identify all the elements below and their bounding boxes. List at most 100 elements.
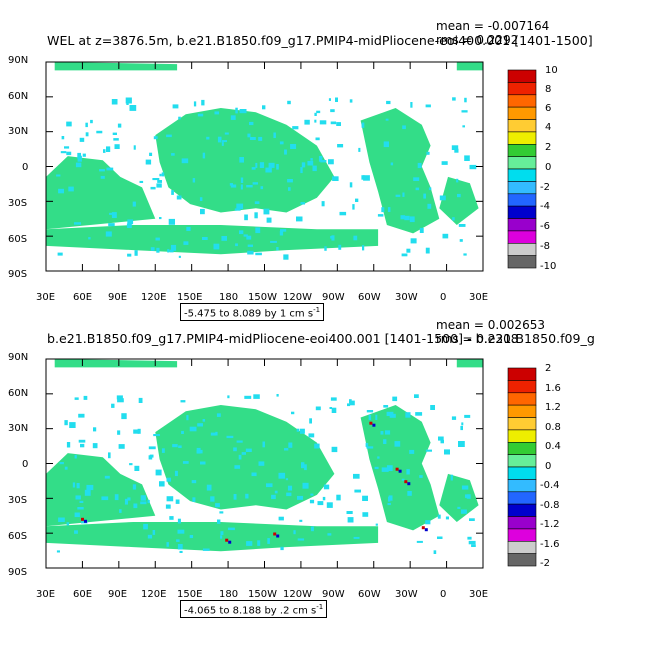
p1-field-cell	[363, 175, 370, 181]
p2-cb-label-2: 1.2	[545, 402, 561, 413]
p2-field-cell	[414, 394, 419, 398]
p2-field-cell	[278, 516, 284, 521]
p2-field-cell	[301, 462, 305, 469]
p1-field-cell	[268, 162, 275, 168]
p1-field-cell	[386, 100, 391, 105]
p1-field-cell	[383, 141, 389, 148]
p2-extreme-cell	[407, 482, 411, 486]
p1-field-cell	[254, 212, 258, 219]
p1-field-cell	[56, 174, 61, 177]
p2-field-cell	[437, 536, 443, 539]
p2-field-cell	[153, 434, 160, 437]
p2-field-cell	[132, 484, 137, 490]
p2-field-cell	[182, 461, 189, 464]
p2-field-cell	[257, 540, 261, 546]
p1-field-cell	[186, 226, 191, 231]
p2-field-cell	[117, 398, 124, 403]
p1-colorbar-swatch	[507, 168, 537, 182]
p1-field-cell	[349, 99, 353, 103]
p1-field-cell	[202, 237, 208, 240]
p2-field-cell	[405, 412, 411, 418]
p2-field-cell	[238, 454, 242, 460]
p1-field-cell	[287, 100, 291, 105]
p2-colorbar-swatch	[507, 479, 537, 493]
p1-field-cell	[441, 161, 448, 165]
p1-field-cell	[246, 185, 253, 188]
p2-ocean-region	[155, 405, 335, 510]
panel1-range-box: -5.475 to 8.089 by 1 cm s-1	[180, 303, 325, 322]
p2-field-cell	[169, 516, 174, 520]
p2-field-cell	[166, 542, 169, 547]
p1-field-cell	[339, 211, 347, 216]
p2-extreme-cell	[84, 519, 87, 523]
p1-field-cell	[66, 121, 72, 127]
p2-field-cell	[140, 495, 146, 501]
p1-field-cell	[249, 121, 254, 126]
p2-field-cell	[354, 489, 361, 493]
p2-field-cell	[437, 514, 441, 519]
p1-field-cell	[155, 237, 160, 241]
p1-field-cell	[129, 105, 137, 111]
p1-colorbar-swatch	[507, 255, 537, 269]
p1-field-cell	[240, 177, 244, 183]
p1-cb-label-2: 6	[545, 103, 552, 114]
p2-field-cell	[233, 447, 237, 452]
p1-field-cell	[82, 153, 86, 157]
p2-field-cell	[177, 544, 183, 550]
p2-field-cell	[79, 500, 84, 503]
p1-field-cell	[330, 121, 337, 125]
p2-field-cell	[296, 428, 300, 432]
p1-field-cell	[265, 167, 272, 173]
p1-field-cell	[202, 152, 206, 159]
p2-field-cell	[200, 461, 206, 465]
panel1-mean: mean = -0.007164	[436, 19, 550, 33]
p1-lon-30e-end: 30E	[469, 292, 489, 303]
p1-cb-label-7: -4	[540, 201, 550, 212]
p1-colorbar-swatch	[507, 82, 537, 96]
p1-field-cell	[157, 180, 162, 183]
p1-field-cell	[213, 243, 220, 250]
p1-field-cell	[401, 253, 408, 257]
p1-field-cell	[247, 250, 254, 255]
p2-field-cell	[74, 530, 78, 534]
p1-field-cell	[229, 183, 233, 186]
p1-field-cell	[170, 244, 177, 251]
p2-field-cell	[444, 449, 450, 455]
p1-field-cell	[117, 123, 122, 128]
p1-field-cell	[156, 247, 160, 253]
p2-lon-120w: 120W	[283, 589, 312, 600]
p1-field-cell	[427, 203, 432, 209]
p2-field-cell	[101, 496, 109, 501]
p1-field-cell	[324, 246, 327, 251]
p2-field-cell	[210, 432, 216, 436]
p1-field-cell	[307, 160, 314, 166]
p1-field-cell	[464, 97, 467, 103]
p2-field-cell	[350, 400, 355, 406]
p2-field-cell	[251, 472, 257, 477]
p1-field-cell	[279, 141, 284, 145]
p2-field-cell	[192, 497, 196, 502]
p2-field-cell	[147, 499, 150, 504]
p2-lon-180: 180	[219, 589, 239, 600]
p1-field-cell	[239, 109, 247, 114]
p2-field-cell	[317, 501, 324, 506]
p2-field-cell	[375, 523, 378, 526]
p2-field-cell	[375, 414, 378, 420]
p1-field-cell	[258, 136, 263, 141]
p1-field-cell	[266, 217, 272, 223]
p1-field-cell	[402, 125, 406, 130]
p2-field-cell	[119, 509, 122, 513]
p1-field-cell	[64, 146, 70, 149]
p1-field-cell	[178, 255, 181, 258]
p1-field-cell	[288, 187, 291, 191]
p2-field-cell	[129, 463, 133, 466]
p1-field-cell	[161, 172, 165, 177]
p1-field-cell	[112, 132, 117, 135]
p2-cb-label-3: 0.8	[545, 422, 561, 433]
p1-field-cell	[428, 187, 432, 191]
p2-field-cell	[310, 493, 314, 496]
p2-field-cell	[465, 494, 471, 498]
p2-extreme-cell	[398, 469, 402, 473]
p2-lat-0: 0	[22, 459, 29, 470]
p1-lon-30e: 30E	[36, 292, 56, 303]
